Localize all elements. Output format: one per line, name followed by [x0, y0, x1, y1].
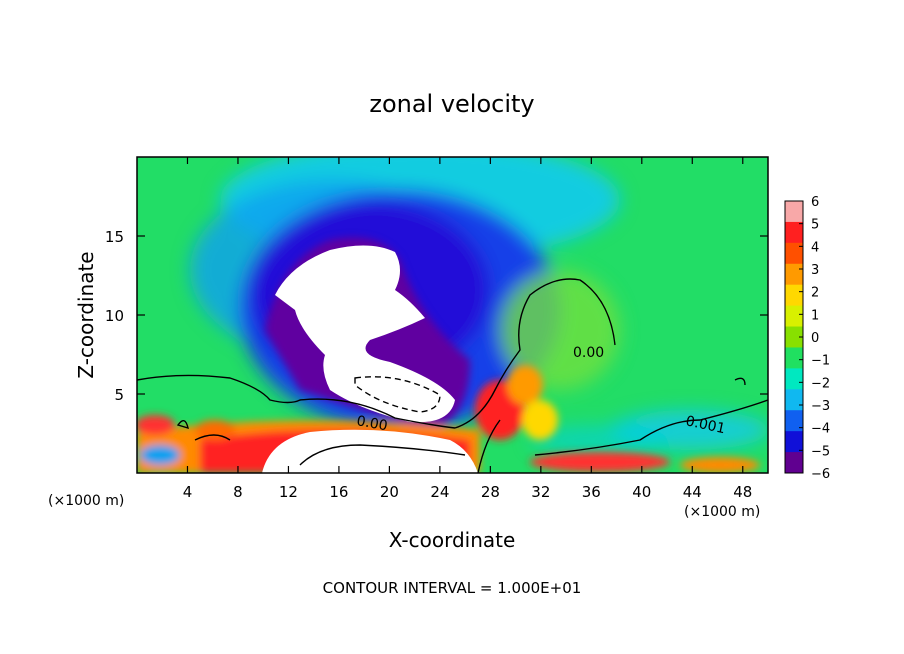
x-tick-label: 32	[531, 483, 550, 501]
colorbar-swatch	[785, 221, 803, 244]
chart-title: zonal velocity	[369, 90, 534, 118]
colorbar-swatch	[785, 305, 803, 328]
colorbar-swatch	[785, 242, 803, 265]
contour-label-1: 0.00	[573, 345, 604, 361]
colorbar-label: −6	[811, 467, 830, 482]
colorbar: 6 5 4 3 2 1 0 −1 −2 −3 −4 −5 −6	[784, 195, 830, 482]
colorbar-label: 6	[811, 195, 819, 210]
x-tick-label: 4	[183, 483, 193, 501]
contour-label-2: 0.00	[355, 413, 388, 434]
colorbar-swatch	[785, 201, 803, 223]
colorbar-swatch	[785, 452, 803, 474]
colorbar-label: −5	[811, 444, 830, 459]
colorbar-label: 3	[811, 263, 819, 278]
colorbar-swatch	[785, 263, 803, 286]
x-tick-label: 20	[380, 483, 399, 501]
x-tick-label: 40	[632, 483, 651, 501]
colorbar-label: −1	[811, 354, 830, 369]
colorbar-label: 1	[811, 308, 819, 323]
x-tick-label: 24	[430, 483, 449, 501]
colorbar-swatch	[785, 431, 803, 453]
x-tick-label: 48	[733, 483, 752, 501]
y-axis-title: Z-coordinate	[74, 251, 98, 378]
contour-interval-text: CONTOUR INTERVAL = 1.000E+01	[323, 579, 582, 597]
y-tick-label: 15	[105, 228, 124, 246]
x-axis-ticks: 4 8 12 16 20 24 28 32 36 40 44 48	[183, 157, 752, 501]
colorbar-label: 5	[811, 218, 819, 233]
contour-lines	[137, 278, 768, 473]
colorbar-swatch	[785, 368, 803, 390]
y-tick-label: 5	[114, 386, 124, 404]
colorbar-swatch	[785, 284, 803, 307]
masked-region-upper	[275, 245, 455, 423]
y-tick-label: 10	[105, 307, 124, 325]
masked-region-lower	[262, 429, 478, 473]
x-tick-label: 28	[481, 483, 500, 501]
x-tick-label: 36	[582, 483, 601, 501]
colorbar-label: 4	[811, 240, 819, 255]
x-axis-title: X-coordinate	[389, 528, 516, 552]
x-unit-right: (×1000 m)	[684, 504, 760, 520]
x-tick-label: 16	[329, 483, 348, 501]
colorbar-label: −3	[811, 399, 830, 414]
plot-area: 0.00 0.00 0.001	[137, 157, 768, 473]
colorbar-label: 2	[811, 286, 819, 301]
x-tick-label: 44	[683, 483, 702, 501]
colorbar-swatch	[785, 326, 803, 348]
y-axis-ticks: 5 10 15	[105, 228, 768, 404]
colorbar-swatch	[785, 389, 803, 411]
colorbar-swatch	[785, 347, 803, 369]
colorbar-label: −2	[811, 376, 830, 391]
x-tick-label: 8	[233, 483, 243, 501]
colorbar-label: −4	[811, 422, 830, 437]
colorbar-label: 0	[811, 331, 819, 346]
x-unit-left: (×1000 m)	[48, 493, 124, 509]
colorbar-swatch	[785, 410, 803, 432]
x-tick-label: 12	[279, 483, 298, 501]
